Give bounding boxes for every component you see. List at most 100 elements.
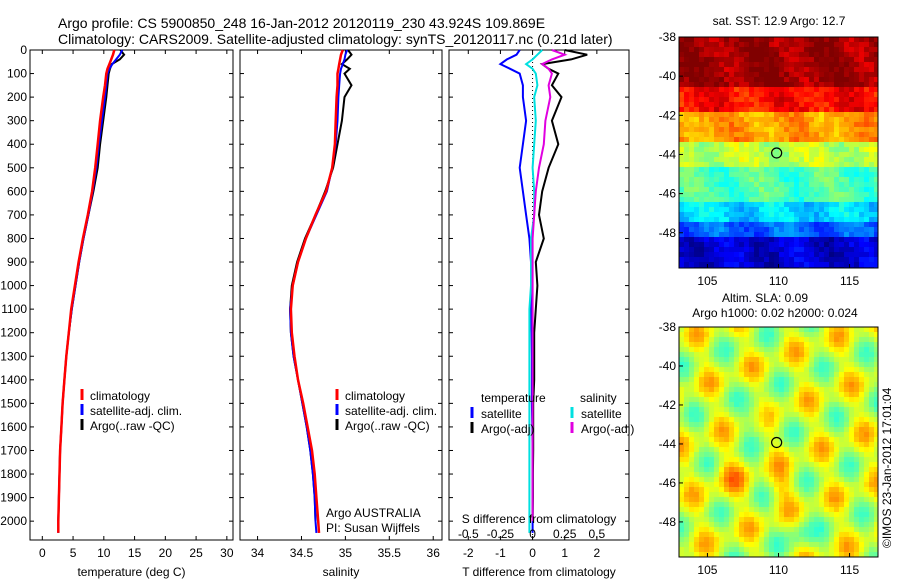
- depth-tick-label: 1200: [0, 326, 27, 340]
- legend-label: Argo(-adj): [481, 422, 534, 436]
- sla_map-ytick-label: -46: [659, 476, 677, 490]
- series-satellite-adj-clim-: [57, 49, 124, 533]
- sst_map-ytick-label: -44: [659, 147, 677, 161]
- s-tick-label: -0.5: [458, 527, 479, 541]
- diff-xtick-label: -2: [463, 546, 474, 560]
- s-tick-label: 0: [529, 527, 536, 541]
- depth-tick-label: 200: [7, 90, 27, 104]
- legend-label: satellite: [481, 407, 522, 421]
- temperature-xtick-label: 15: [128, 546, 142, 560]
- annotation-org: Argo AUSTRALIA: [326, 506, 421, 520]
- series-argo-raw-qc-: [289, 49, 353, 522]
- depth-tick-label: 1300: [0, 349, 27, 363]
- figure-subtitle: Climatology: CARS2009. Satellite-adjuste…: [58, 31, 613, 47]
- temperature-xtick-label: 10: [97, 546, 111, 560]
- diff-xtick-label: -1: [495, 546, 506, 560]
- salinity-xtick-label: 34.5: [290, 546, 314, 560]
- depth-tick-label: 1700: [0, 443, 27, 457]
- depth-tick-label: 300: [7, 114, 27, 128]
- series-climatology: [57, 49, 116, 533]
- temperature-xtick-label: 0: [39, 546, 46, 560]
- salinity-xlabel: salinity: [323, 565, 360, 579]
- sst_map-ytick-label: -46: [659, 187, 677, 201]
- depth-tick-label: 600: [7, 184, 27, 198]
- legend-label: climatology: [345, 389, 405, 403]
- s-tick-label: 0.25: [553, 527, 577, 541]
- sst_map-ytick-label: -40: [659, 69, 677, 83]
- temperature-xtick-label: 25: [189, 546, 203, 560]
- sst_map-ytick-label: -42: [659, 108, 677, 122]
- diff-xtick-label: 1: [561, 546, 568, 560]
- temperature-xtick-label: 30: [220, 546, 234, 560]
- sla-map-title: Altim. SLA: 0.09: [722, 291, 808, 305]
- argo-float-marker: [771, 436, 783, 449]
- depth-tick-label: 100: [7, 67, 27, 81]
- sst_map-ytick-label: -38: [659, 30, 677, 44]
- salinity-frame: [239, 49, 443, 541]
- depth-tick-label: 1400: [0, 373, 27, 387]
- depth-tick-label: 1000: [0, 279, 27, 293]
- legend-label: Argo(..raw -QC): [90, 419, 175, 433]
- depth-tick-label: 1800: [0, 467, 27, 481]
- series-satellite: [524, 49, 543, 533]
- temperature-frame: [29, 49, 234, 541]
- sla_map-ytick-label: -38: [659, 320, 677, 334]
- depth-tick-label: 800: [7, 231, 27, 245]
- series-argo-adj-: [531, 49, 568, 522]
- legend-salinity-title: salinity: [580, 391, 617, 405]
- legend-label: satellite-adj. clim.: [345, 404, 437, 418]
- depth-tick-label: 0: [20, 43, 27, 57]
- depth-tick-label: 400: [7, 137, 27, 151]
- legend-label: Argo(..raw -QC): [345, 419, 430, 433]
- legend-label: climatology: [90, 389, 150, 403]
- sla_map-xtick-label: 115: [840, 563, 859, 577]
- salinity-xtick-label: 36: [427, 546, 441, 560]
- sst-map-title: sat. SST: 12.9 Argo: 12.7: [713, 14, 846, 28]
- t-diff-label: T difference from climatology: [462, 565, 616, 579]
- sla_map-ytick-label: -42: [659, 398, 677, 412]
- sst_map-ytick-label: -48: [659, 226, 677, 240]
- depth-tick-label: 1600: [0, 420, 27, 434]
- sla_map-ytick-label: -40: [659, 359, 677, 373]
- legend-temperature-title: temperature: [481, 391, 546, 405]
- depth-tick-label: 700: [7, 208, 27, 222]
- depth-tick-label: 900: [7, 255, 27, 269]
- sla-map-subtitle: Argo h1000: 0.02 h2000: 0.024: [692, 306, 858, 320]
- series-argo-raw-qc-: [57, 49, 126, 522]
- sst_map-xtick-label: 105: [697, 274, 717, 288]
- depth-tick-label: 1900: [0, 491, 27, 505]
- depth-tick-label: 1500: [0, 396, 27, 410]
- legend-label: satellite-adj. clim.: [90, 404, 182, 418]
- sla_map-xtick-label: 110: [769, 563, 788, 577]
- s-tick-label: -0.25: [487, 527, 515, 541]
- s-tick-label: 0.5: [589, 527, 606, 541]
- diff-xtick-label: 2: [594, 546, 601, 560]
- series-climatology: [289, 49, 344, 533]
- diff-xtick-label: 0: [529, 546, 536, 560]
- temperature-xlabel: temperature (deg C): [77, 565, 185, 579]
- sla_map-ytick-label: -44: [659, 437, 677, 451]
- salinity-xtick-label: 34: [251, 546, 265, 560]
- depth-tick-label: 1100: [1, 302, 27, 316]
- imos-credit: ©IMOS 23-Jan-2012 17:01:04: [880, 387, 894, 548]
- sst_map-grid: [679, 37, 879, 269]
- s-diff-label: S difference from climatology: [462, 512, 617, 526]
- sst_map-xtick-label: 110: [769, 274, 788, 288]
- temperature-xtick-label: 5: [70, 546, 77, 560]
- temperature-xtick-label: 20: [159, 546, 173, 560]
- series-satellite: [498, 49, 534, 533]
- sla_map-ytick-label: -48: [659, 515, 677, 529]
- series-satellite-adj-clim-: [289, 49, 349, 533]
- sla_map-xtick-label: 105: [697, 563, 717, 577]
- series-argo-adj-: [531, 49, 588, 522]
- annotation-pi: PI: Susan Wijffels: [326, 521, 420, 535]
- difference-frame: [448, 49, 630, 541]
- depth-tick-label: 2000: [0, 514, 27, 528]
- salinity-xtick-label: 35: [339, 546, 353, 560]
- argo-float-marker: [771, 147, 783, 159]
- legend-label: satellite: [581, 407, 622, 421]
- salinity-xtick-label: 35.5: [378, 546, 402, 560]
- sla_map-grid: [679, 327, 879, 558]
- depth-tick-label: 500: [7, 161, 27, 175]
